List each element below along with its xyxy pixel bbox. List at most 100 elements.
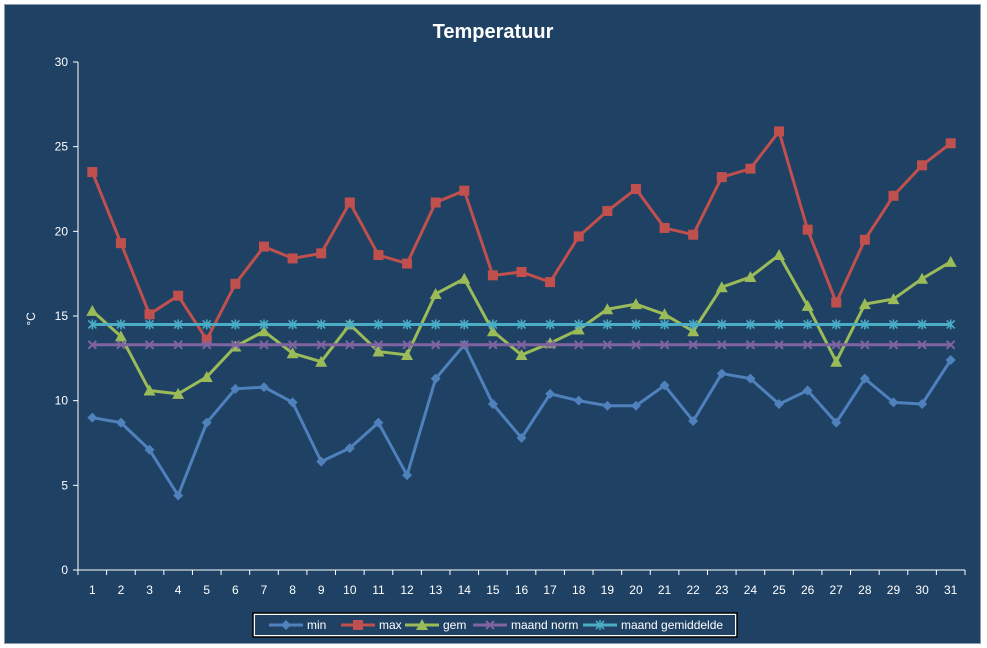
x-tick-label: 12: [400, 583, 414, 597]
x-tick-label: 13: [429, 583, 443, 597]
data-point-min: [287, 397, 298, 408]
series-layer: [86, 126, 957, 501]
data-point-max: [602, 206, 613, 217]
data-point-max: [230, 278, 241, 289]
data-point-gem: [401, 348, 414, 360]
data-point-maand-norm: [173, 340, 183, 350]
data-point-max: [802, 224, 813, 235]
series-gem: [86, 249, 957, 399]
data-point-min: [659, 380, 670, 391]
x-tick-label: 1: [89, 583, 96, 597]
data-point-maand-gemiddelde: [459, 319, 469, 330]
legend-item-max: max: [341, 618, 402, 632]
data-point-maand-norm: [574, 340, 584, 350]
x-tick-label: 18: [572, 583, 586, 597]
chart-title: Temperatuur: [433, 21, 554, 43]
legend-swatch-marker: [595, 620, 605, 630]
data-point-max: [831, 297, 842, 308]
x-tick-label: 27: [830, 583, 844, 597]
y-tick-label: 20: [55, 224, 69, 238]
data-point-maand-norm: [602, 340, 613, 350]
x-tick-label: 24: [744, 583, 758, 597]
data-point-maand-gemiddelde: [516, 319, 527, 330]
data-point-maand-norm: [688, 340, 698, 350]
data-point-maand-gemiddelde: [230, 319, 240, 330]
data-point-max: [545, 277, 556, 288]
x-tick-label: 20: [629, 583, 643, 597]
data-point-min: [115, 417, 126, 428]
data-point-maand-gemiddelde: [860, 319, 870, 330]
data-point-min: [945, 355, 956, 366]
x-tick-label: 26: [801, 583, 815, 597]
data-point-maand-norm: [202, 340, 212, 350]
data-point-maand-gemiddelde: [87, 319, 97, 330]
legend-swatch-marker: [281, 620, 291, 630]
legend-swatch-marker: [353, 620, 363, 630]
data-point-gem: [143, 384, 156, 396]
data-point-maand-gemiddelde: [545, 319, 555, 330]
data-point-maand-gemiddelde: [917, 319, 927, 330]
x-tick-label: 14: [458, 583, 472, 597]
data-point-max: [87, 167, 98, 178]
data-point-min: [573, 395, 584, 406]
data-point-max: [402, 258, 413, 269]
legend-label: gem: [443, 618, 466, 632]
data-point-gem: [715, 281, 728, 293]
data-point-min: [144, 444, 155, 455]
series-maand-norm: [87, 340, 956, 350]
data-point-maand-gemiddelde: [316, 319, 326, 330]
data-point-maand-gemiddelde: [144, 319, 155, 330]
y-tick-label: 5: [61, 478, 68, 492]
data-point-max: [659, 222, 670, 233]
data-point-gem: [315, 355, 328, 367]
x-tick-label: 2: [118, 583, 125, 597]
data-point-gem: [916, 272, 929, 284]
data-point-maand-norm: [459, 340, 469, 350]
data-point-gem: [944, 255, 957, 267]
data-point-gem: [486, 325, 499, 337]
data-point-maand-norm: [430, 340, 441, 350]
data-point-maand-norm: [402, 340, 412, 350]
x-tick-label: 16: [515, 583, 529, 597]
y-tick-label: 15: [55, 309, 69, 323]
x-tick-label: 3: [146, 583, 153, 597]
x-tick-label: 4: [175, 583, 182, 597]
data-point-min: [545, 388, 556, 399]
data-point-max: [859, 234, 870, 245]
data-point-min: [602, 400, 613, 411]
x-tick-label: 11: [372, 583, 385, 597]
x-tick-label: 31: [944, 583, 958, 597]
data-point-maand-gemiddelde: [488, 319, 498, 330]
data-point-maand-norm: [888, 340, 899, 350]
data-point-maand-norm: [116, 340, 126, 350]
data-point-min: [258, 382, 269, 393]
data-point-min: [630, 400, 641, 411]
data-point-min: [402, 470, 413, 481]
data-point-maand-norm: [259, 340, 269, 350]
data-point-max: [716, 172, 727, 183]
legend-swatch-marker: [416, 619, 428, 630]
data-point-max: [917, 160, 928, 171]
data-point-min: [917, 399, 928, 410]
x-tick-label: 6: [232, 583, 239, 597]
data-point-min: [774, 399, 785, 410]
x-tick-label: 7: [261, 583, 268, 597]
data-point-max: [745, 163, 756, 174]
y-axis-label: °C: [24, 312, 38, 326]
data-point-max: [201, 334, 212, 345]
data-point-maand-norm: [659, 340, 670, 350]
data-point-min: [230, 383, 241, 394]
data-point-max: [516, 266, 527, 277]
x-tick-label: 28: [858, 583, 872, 597]
data-point-min: [173, 490, 184, 501]
x-tick-label: 21: [658, 583, 672, 597]
data-point-maand-gemiddelde: [631, 319, 641, 330]
data-point-gem: [773, 249, 786, 261]
data-point-maand-gemiddelde: [288, 319, 298, 330]
data-point-maand-norm: [717, 340, 727, 350]
series-max: [87, 126, 956, 345]
data-point-gem: [429, 287, 442, 299]
data-point-maand-gemiddelde: [602, 319, 612, 330]
